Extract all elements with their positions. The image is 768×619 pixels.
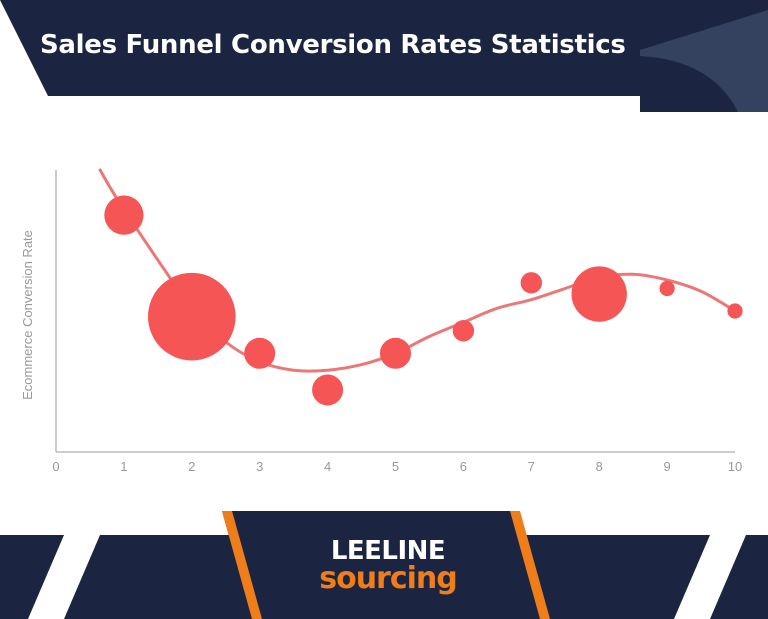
header-navy-band [0, 0, 768, 112]
footer-banner [0, 511, 768, 619]
brand-logo-line1: LEELINE [330, 536, 446, 566]
x-tick-label: 1 [120, 459, 127, 474]
data-bubbles [104, 195, 743, 406]
data-bubble [727, 303, 743, 319]
data-bubble [571, 266, 627, 322]
x-tick-label: 10 [728, 459, 742, 474]
x-tick-label: 8 [596, 459, 603, 474]
header-accent-shape [640, 10, 768, 112]
footer-center-panel [222, 511, 545, 619]
x-tick-labels: 0 1 2 3 4 5 6 7 8 9 10 [52, 459, 742, 474]
brand-logo: LEELINE sourcing [300, 536, 476, 596]
x-tick-label: 2 [188, 459, 195, 474]
footer-white-stripe-right [674, 535, 746, 619]
header-banner [0, 0, 768, 112]
x-tick-label: 9 [663, 459, 670, 474]
footer-orange-stripe-right [510, 511, 550, 619]
data-bubble [520, 272, 542, 294]
footer-orange-stripe-left [222, 511, 262, 619]
y-axis-label: Ecommerce Conversion Rate [20, 230, 35, 400]
page-title: Sales Funnel Conversion Rates Statistics [40, 30, 626, 60]
data-bubble [452, 320, 475, 342]
x-tick-label: 6 [460, 459, 467, 474]
x-tick-label: 3 [256, 459, 263, 474]
x-tick-label: 7 [528, 459, 535, 474]
x-tick-label: 0 [52, 459, 59, 474]
x-tick-label: 5 [392, 459, 399, 474]
data-bubble [659, 280, 675, 297]
data-bubble [104, 195, 144, 235]
footer-white-stripe-left [28, 535, 100, 619]
x-tick-label: 4 [324, 459, 331, 474]
data-bubble [148, 272, 236, 361]
data-bubble [312, 374, 344, 406]
data-bubble [244, 337, 276, 369]
data-bubble [380, 337, 411, 369]
brand-logo-line2: sourcing [319, 561, 458, 596]
